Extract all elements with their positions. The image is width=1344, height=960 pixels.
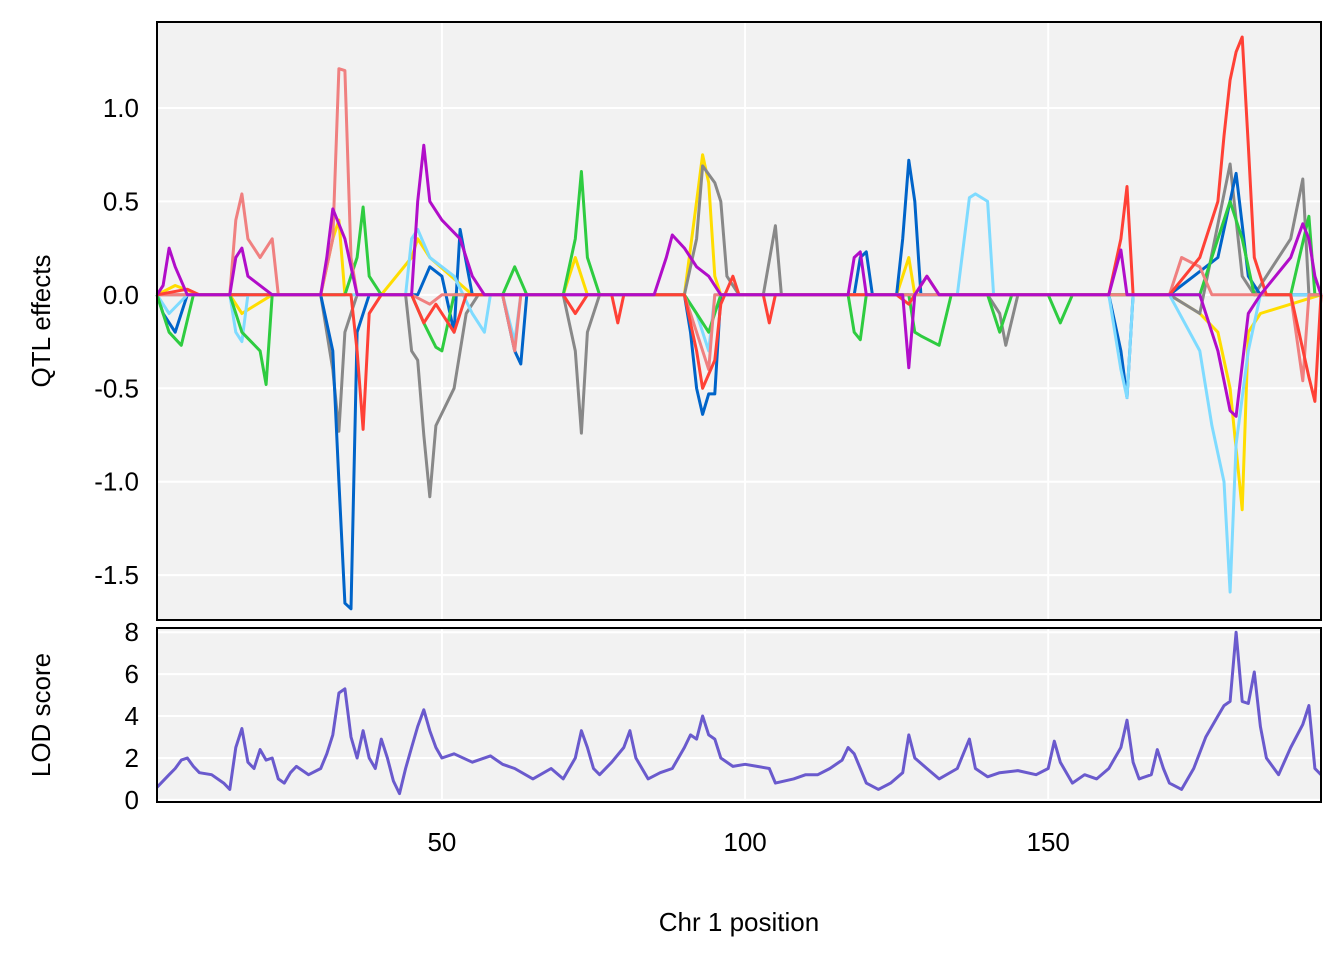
effects-y-axis-label: QTL effects [26, 255, 56, 388]
lod-y-tick-label: 0 [125, 785, 139, 815]
x-tick-label: 100 [723, 827, 766, 857]
effects-series-group [155, 35, 1323, 611]
lod-series-line-0 [155, 630, 1323, 796]
effects-y-tick-label: 1.0 [103, 93, 139, 123]
effects-y-tick-label: -1.0 [94, 467, 139, 497]
lod-series-group [155, 630, 1323, 796]
x-tick-labels: 50 100 150 [427, 827, 1069, 857]
lod-y-tick-label: 4 [125, 701, 139, 731]
effects-series-line-7 [155, 143, 1323, 418]
lod-panel: 0 2 4 6 8 50 100 150 LOD score Chr 1 position [26, 617, 1323, 937]
lod-y-axis-label: LOD score [26, 653, 56, 777]
effects-y-tick-label: -0.5 [94, 373, 139, 403]
x-tick-label: 150 [1026, 827, 1069, 857]
lod-plot-background [157, 628, 1321, 802]
effects-series-line-1 [157, 162, 1321, 499]
effects-y-tick-label: 0.0 [103, 280, 139, 310]
effects-panel: -1.5 -1.0 -0.5 0.0 0.5 1.0 QTL effects [26, 21, 1323, 621]
x-axis-label: Chr 1 position [659, 907, 819, 937]
lod-y-tick-label: 6 [125, 659, 139, 689]
effects-y-tick-labels: -1.5 -1.0 -0.5 0.0 0.5 1.0 [94, 93, 139, 590]
lod-y-tick-label: 2 [125, 743, 139, 773]
effects-plot-background [157, 22, 1321, 620]
lod-y-tick-label: 8 [125, 617, 139, 647]
effects-y-tick-label: -1.5 [94, 560, 139, 590]
x-tick-label: 50 [427, 827, 456, 857]
effects-plot-frame [156, 21, 1322, 621]
effects-y-tick-label: 0.5 [103, 186, 139, 216]
effects-series-line-5 [157, 67, 1321, 383]
lod-grid [157, 628, 1321, 802]
lod-y-tick-labels: 0 2 4 6 8 [125, 617, 139, 815]
lod-plot-frame [156, 627, 1322, 803]
